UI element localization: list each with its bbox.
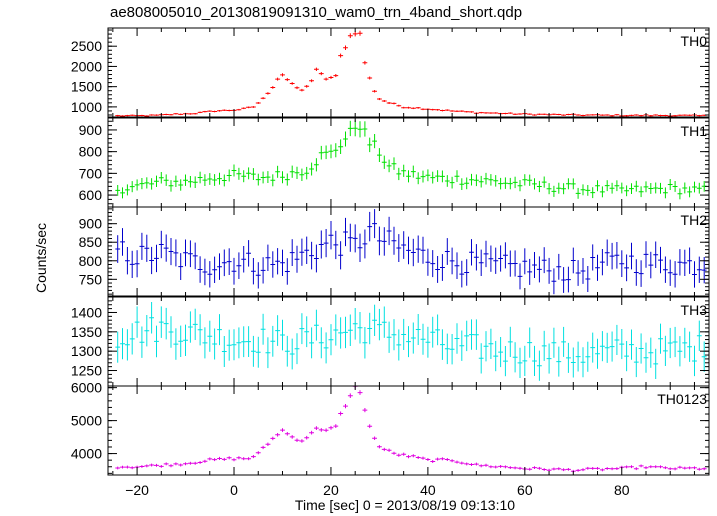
x-tick-label: 60 xyxy=(517,482,533,498)
panel-frame xyxy=(107,117,710,208)
panel-frame xyxy=(107,27,710,118)
y-tick-label: 600 xyxy=(79,187,103,203)
y-tick-label: 750 xyxy=(79,271,103,287)
y-axis-label: Counts/sec xyxy=(33,223,49,293)
y-tick-label: 1400 xyxy=(71,304,102,320)
x-axis-ticks: −20 0 20 40 60 80 xyxy=(125,482,630,498)
x-tick-label: 80 xyxy=(614,482,630,498)
panel-th0123: 4000 5000 6000 TH0123 xyxy=(71,380,710,476)
y-tick-label: 900 xyxy=(79,216,103,232)
panel-th2: 750 800 850 900 TH2 xyxy=(79,206,710,297)
series-th0 xyxy=(115,30,707,117)
data-bins xyxy=(115,127,707,195)
series-th0123 xyxy=(115,386,707,473)
y-tick-label: 1350 xyxy=(71,324,102,340)
panel-label-th1: TH1 xyxy=(681,123,708,139)
series-th1 xyxy=(115,120,707,200)
data-bins xyxy=(115,386,707,472)
y-tick-label: 5000 xyxy=(71,413,102,429)
panel-frame xyxy=(107,206,710,297)
y-tick-label: 700 xyxy=(79,165,103,181)
panel-label-th2: TH2 xyxy=(681,212,708,228)
x-tick-label: 20 xyxy=(323,482,339,498)
x-axis-label: Time [sec] 0 = 2013/08/19 09:13:10 xyxy=(295,497,515,513)
y-tick-label: 800 xyxy=(79,144,103,160)
panel-th1: 600 700 800 900 TH1 xyxy=(79,117,710,208)
y-tick-label: 1250 xyxy=(71,363,102,379)
y-tick-label: 800 xyxy=(79,253,103,269)
panel-frame xyxy=(107,385,710,476)
panel-label-th3: TH3 xyxy=(681,302,708,318)
x-tick-label: 40 xyxy=(420,482,436,498)
y-tick-label: 2000 xyxy=(71,58,102,74)
panel-label-th0: TH0 xyxy=(681,33,708,49)
y-tick-label: 850 xyxy=(79,234,103,250)
panel-th3: 1250 1300 1350 1400 TH3 xyxy=(71,296,710,387)
data-bins xyxy=(115,317,707,367)
y-tick-label: 4000 xyxy=(71,446,102,462)
series-th2 xyxy=(115,209,707,295)
y-tick-label: 6000 xyxy=(71,380,102,396)
y-tick-label: 900 xyxy=(79,122,103,138)
x-tick-label: −20 xyxy=(125,482,149,498)
panel-label-th0123: TH0123 xyxy=(657,391,707,407)
y-tick-label: 1500 xyxy=(71,79,102,95)
panel-th0: 1000 1500 2000 2500 TH0 xyxy=(71,27,710,118)
x-tick-label: 0 xyxy=(230,482,238,498)
data-bins xyxy=(115,32,707,117)
y-tick-label: 1300 xyxy=(71,343,102,359)
series-th3 xyxy=(115,302,707,381)
panels: 1000 1500 2000 2500 TH0 600 700 800 900 TH1 750 800… xyxy=(71,27,710,476)
y-tick-label: 2500 xyxy=(71,38,102,54)
chart-title: ae808005010_20130819091310_wam0_trn_4ban… xyxy=(110,4,522,21)
y-tick-label: 1000 xyxy=(71,99,102,115)
data-bins xyxy=(115,223,707,282)
